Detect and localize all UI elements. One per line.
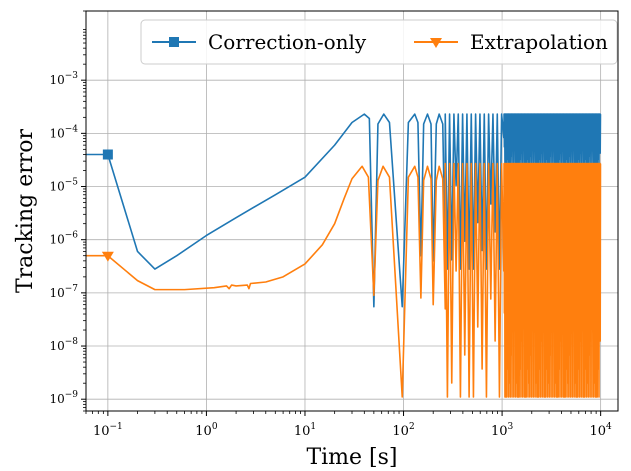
x-tick-label: 102 <box>392 422 414 439</box>
x-tick-label: 103 <box>491 422 514 439</box>
legend-label: Correction-only <box>208 30 367 54</box>
y-tick-label: 10−9 <box>49 390 78 406</box>
y-tick-label: 10−8 <box>49 337 78 353</box>
x-axis-title: Time [s] <box>306 445 397 470</box>
legend-marker <box>430 38 442 48</box>
data-marker <box>102 149 113 160</box>
axis-ticks: 10−1 100 101 102 103 104 10−9 10−8 10−7 10−6 10−5 1… <box>49 10 613 439</box>
y-tick-label: 10−6 <box>49 231 78 247</box>
y-tick-label: 10−7 <box>49 284 78 300</box>
legend-marker <box>169 37 179 47</box>
x-tick-label: 101 <box>294 422 316 439</box>
legend-label: Extrapolation <box>470 30 608 54</box>
y-tick-label: 10−5 <box>49 178 78 194</box>
x-tick-label: 10−1 <box>93 422 123 439</box>
series-line-0 <box>86 113 602 308</box>
x-tick-label: 100 <box>195 422 218 439</box>
series-layer <box>86 113 602 398</box>
marker-layer <box>101 149 114 262</box>
legend-box <box>140 19 618 65</box>
series-line-1 <box>86 162 602 398</box>
y-tick-label: 10−4 <box>49 124 78 140</box>
y-tick-label: 10−3 <box>49 71 78 87</box>
x-tick-label: 104 <box>590 422 613 439</box>
data-marker <box>101 251 114 262</box>
legend: Correction-only Extrapolation <box>140 19 618 65</box>
y-axis-title: Tracking error <box>13 128 38 293</box>
